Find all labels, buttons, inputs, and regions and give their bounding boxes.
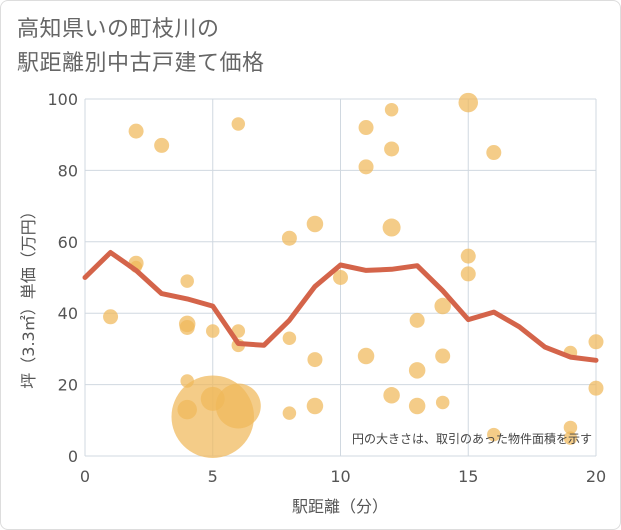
data-point [487,427,501,442]
data-point [206,324,220,338]
y-tick-label: 40 [58,304,78,323]
data-point [282,331,297,345]
data-point [486,145,502,161]
bubble-series [103,92,604,458]
data-point [215,383,261,429]
data-point [282,406,297,420]
data-point [588,334,604,350]
y-axis-label: 坪（3.3㎡）単価（万円） [19,203,38,388]
y-tick-labels: 0 20 40 60 80 100 [47,90,78,466]
x-tick-label: 10 [330,467,350,486]
x-tick-label: 15 [458,467,478,486]
data-point [281,230,297,246]
data-point [458,92,478,113]
y-tick-label: 100 [47,90,78,109]
data-point [435,348,451,364]
chart-title: 高知県いの町枝川の 駅距離別中古戸建て価格 [17,13,265,81]
data-point [180,274,194,288]
data-point [179,319,195,335]
data-point [563,431,578,445]
x-tick-label: 20 [586,467,606,486]
y-tick-label: 0 [68,447,78,466]
data-point [103,309,119,325]
data-point [588,380,604,396]
data-point [231,117,246,131]
data-point [409,312,425,328]
chart-title-line-1: 高知県いの町枝川の [17,17,220,42]
data-point [460,266,476,282]
data-point [358,159,374,175]
size-note: 円の大きさは、取引のあった物件面積を示す [352,431,592,446]
data-point [408,362,426,379]
data-point [307,352,323,368]
data-point [358,120,374,136]
data-point [384,102,399,117]
data-point [154,137,170,153]
y-tick-label: 80 [58,161,78,180]
chart-title-line-2: 駅距離別中古戸建て価格 [17,51,265,76]
data-point [333,270,348,285]
x-tick-label: 5 [208,467,218,486]
data-point [306,397,324,415]
data-point [128,123,144,139]
data-point [460,248,476,264]
data-point [357,347,375,365]
x-tick-label: 0 [80,467,90,486]
data-point [434,297,451,315]
y-tick-label: 60 [58,233,78,252]
data-point [384,141,400,157]
x-tick-labels: 0 5 10 15 20 [80,467,606,486]
x-axis-label: 駅距離（分） [292,497,388,516]
data-point [383,387,400,404]
data-point [435,395,450,410]
data-point [382,218,401,237]
data-point [306,215,324,233]
average-price-line [82,250,599,363]
data-point [408,397,426,415]
data-point [563,420,578,435]
y-tick-label: 20 [58,376,78,395]
